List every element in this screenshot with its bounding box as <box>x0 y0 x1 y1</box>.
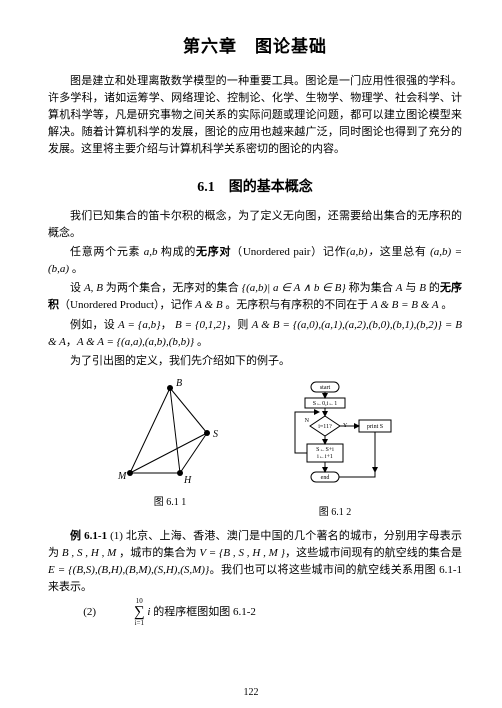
p3-i: （Unordered Product），记作 <box>59 299 195 311</box>
svg-text:S: S <box>213 429 218 440</box>
ex1d: ，这些城市间现有的航空线的集合是 <box>285 547 462 559</box>
svg-text:print S: print S <box>367 424 383 430</box>
sum-bot: i=1 <box>99 620 145 627</box>
svg-text:start: start <box>320 385 331 391</box>
p4-a: 例如，设 <box>70 319 118 331</box>
p3-ab: A & B <box>195 299 222 311</box>
p3-f: 与 <box>403 282 420 294</box>
ex2-b: 的程序框图如图 6.1-2 <box>150 606 255 618</box>
example-6-1-1: 例 6.1-1 (1) 北京、上海、香港、澳门是中国的几个著名的城市，分别用字母… <box>48 528 462 596</box>
p2-pre: 任意两个元素 <box>70 246 144 258</box>
p4-Aset: A = {a,b} <box>118 319 160 331</box>
ex-E: E = {(B,S),(B,H),(B,M),(S,H),(S,M)} <box>48 564 209 576</box>
p2-ab: a,b <box>144 246 158 258</box>
ex1b: B , S , H , M <box>62 547 119 559</box>
p4-AA: A & A = {(a,a),(a,b),(b,b)} <box>77 336 194 348</box>
p4-c: ，则 <box>226 319 252 331</box>
p2-paren: （Unordered pair）记作 <box>231 246 346 258</box>
p3-c: 为两个集合，无序对的集合 <box>103 282 242 294</box>
svg-text:end: end <box>321 475 330 481</box>
example-part2: (2) 10∑i=1 i 的程序框图如图 6.1-2 <box>48 598 462 627</box>
p3-d: 称为集合 <box>346 282 396 294</box>
svg-text:S←0,i←1: S←0,i←1 <box>313 401 338 407</box>
p3-b: A, B <box>84 282 103 294</box>
p3-neq: A & B = B & A <box>371 299 439 311</box>
svg-text:S←S+ii←i+1: S←S+ii←i+1 <box>316 447 334 460</box>
p3-set: {(a,b)| a ∈ A ∧ b ∈ B} <box>242 282 346 294</box>
p4-e: 。 <box>194 336 208 348</box>
ex1c: ，城市的集合为 <box>119 547 199 559</box>
p2-expr: (a,b)， <box>346 246 380 258</box>
svg-text:N: N <box>305 418 310 424</box>
para-5: 为了引出图的定义，我们先介绍如下的例子。 <box>48 353 462 370</box>
svg-text:B: B <box>176 378 182 389</box>
p2-tail2: 。 <box>69 263 83 275</box>
fig1-caption: 图 6.1 1 <box>115 493 225 508</box>
figures-row: BSHM 图 6.1 1 startS←0,i←1i=11?NYS←S+ii←i… <box>48 378 462 518</box>
svg-text:M: M <box>117 471 127 482</box>
p3-j: 。无序积与有序积的不同在于 <box>223 299 372 311</box>
sum-icon: 10∑i=1 <box>99 598 145 627</box>
p3-a: 设 <box>70 282 84 294</box>
p2-mid: 构成的 <box>157 246 196 258</box>
p4-b: ， <box>160 319 175 331</box>
ex-num: 6.1-1 <box>81 530 110 542</box>
figure-6-1-2: startS←0,i←1i=11?NYS←S+ii←i+1print Send … <box>275 378 395 518</box>
fig2-caption: 图 6.1 2 <box>275 503 395 518</box>
svg-text:i=11?: i=11? <box>318 424 332 430</box>
p3-h: 的 <box>426 282 440 294</box>
para-2: 任意两个元素 a,b 构成的无序对（Unordered pair）记作(a,b)… <box>48 244 462 278</box>
svg-text:H: H <box>183 475 192 486</box>
p3-g: B <box>419 282 426 294</box>
ex-label: 例 <box>70 530 81 542</box>
p4-d: ， <box>66 336 77 348</box>
figure-6-1-1: B S H M 图 6.1 1 <box>115 378 225 518</box>
para-3: 设 A, B 为两个集合，无序对的集合 {(a,b)| a ∈ A ∧ b ∈ … <box>48 280 462 314</box>
p2-bold: 无序对 <box>196 246 231 258</box>
chapter-title: 第六章 图论基础 <box>48 32 462 57</box>
p2-tail1: 这里总有 <box>380 246 430 258</box>
section-title: 6.1 图的基本概念 <box>48 176 462 196</box>
para-4: 例如，设 A = {a,b}， B = {0,1,2}，则 A & B = {(… <box>48 317 462 351</box>
flowchart-svg: startS←0,i←1i=11?NYS←S+ii←i+1print Send <box>275 378 395 498</box>
sum-mid: ∑ <box>99 605 145 620</box>
intro-paragraph: 图是建立和处理离散数学模型的一种重要工具。图论是一门应用性很强的学科。许多学科，… <box>48 73 462 158</box>
para-1: 我们已知集合的笛卡尔积的概念，为了定义无向图，还需要给出集合的无序积的概念。 <box>48 208 462 242</box>
ex-V: V = {B , S , H , M } <box>199 547 285 559</box>
p3-k: 。 <box>439 299 453 311</box>
p3-e: A <box>396 282 403 294</box>
p4-Bset: B = {0,1,2} <box>175 319 226 331</box>
page-number: 122 <box>0 687 502 698</box>
page-body: 第六章 图论基础 图是建立和处理离散数学模型的一种重要工具。图论是一门应用性很强… <box>0 0 502 649</box>
ex2-a: (2) <box>83 606 99 618</box>
graph-svg: B S H M <box>115 378 225 488</box>
